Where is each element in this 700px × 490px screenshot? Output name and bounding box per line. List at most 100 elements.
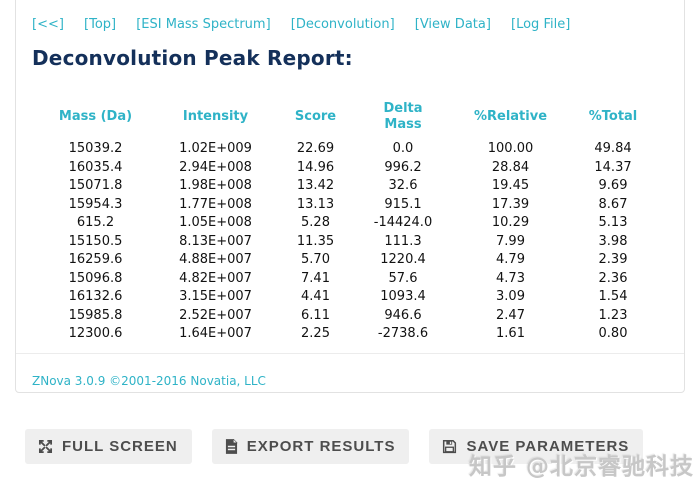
table-cell: 2.94E+008: [179, 159, 252, 175]
table-cell: -14424.0: [373, 215, 433, 230]
table-cell: 15985.8: [68, 307, 123, 323]
column-header-intensity: Intensity: [182, 109, 249, 124]
save-parameters-button-label: SAVE PARAMETERS: [466, 438, 630, 455]
full-screen-button-label: FULL SCREEN: [62, 438, 178, 455]
full-screen-button[interactable]: FULL SCREEN: [25, 429, 192, 464]
table-cell: 15039.2: [68, 141, 123, 156]
table-cell: 15071.8: [68, 178, 123, 193]
table-cell: 13.42: [296, 178, 335, 193]
page-title: Deconvolution Peak Report:: [32, 46, 353, 70]
table-cell: 14.37: [594, 159, 632, 175]
table-cell: 996.2: [384, 159, 422, 175]
table-cell: 57.6: [388, 270, 418, 286]
table-row: 15954.3 1.77E+008 13.13 915.1 17.39 8.67: [38, 196, 658, 215]
table-row: 15096.8 4.82E+007 7.41 57.6 4.73 2.36: [38, 270, 658, 289]
table-row: 16132.6 3.15E+007 4.41 1093.4 3.09 1.54: [38, 288, 658, 307]
table-cell: 19.45: [491, 178, 530, 193]
table-cell: 5.13: [598, 215, 628, 230]
button-bar: FULL SCREEN EXPORT RESULTS SAVE PARAMETE…: [25, 429, 644, 464]
column-header-percent-total: %Total: [588, 109, 638, 124]
column-header-delta-mass-label: Delta Mass: [383, 101, 423, 132]
table-row: 16035.4 2.94E+008 14.96 996.2 28.84 14.37: [38, 159, 658, 178]
table-cell: 111.3: [384, 233, 422, 249]
table-cell: 13.13: [296, 196, 335, 212]
table-cell: 3.98: [598, 233, 628, 249]
table-cell: 3.15E+007: [179, 289, 252, 304]
nav-link-esi-mass-spectrum[interactable]: [ESI Mass Spectrum]: [136, 17, 271, 32]
report-table: Mass (Da) Intensity Score Delta Mass %Re…: [38, 101, 658, 344]
table-cell: 15150.5: [68, 233, 123, 249]
table-cell: 1.23: [598, 307, 628, 323]
column-header-mass-da: Mass (Da): [58, 109, 133, 124]
report-footer: ZNova 3.0.9 ©2001-2016 Novatia, LLC: [16, 352, 684, 389]
table-row: 16259.6 4.88E+007 5.70 1220.4 4.79 2.39: [38, 251, 658, 270]
table-cell: 2.52E+007: [179, 307, 252, 323]
table-cell: 8.13E+007: [179, 233, 252, 249]
table-cell: 4.79: [496, 252, 525, 267]
table-cell: 0.0: [392, 141, 414, 156]
table-cell: 1093.4: [380, 289, 426, 304]
table-cell: 100.00: [487, 141, 534, 156]
table-row: 12300.6 1.64E+007 2.25 -2738.6 1.61 0.80: [38, 325, 658, 344]
table-cell: 2.39: [598, 252, 628, 267]
table-cell: 10.29: [491, 215, 530, 230]
table-cell: 16035.4: [68, 159, 123, 175]
table-cell: 7.99: [496, 233, 525, 249]
table-cell: 8.67: [598, 196, 628, 212]
table-cell: 0.80: [598, 326, 628, 341]
table-cell: 4.82E+007: [179, 270, 252, 286]
table-cell: 1.77E+008: [179, 196, 252, 212]
table-row: 15150.5 8.13E+007 11.35 111.3 7.99 3.98: [38, 233, 658, 252]
table-cell: 2.47: [496, 307, 525, 323]
table-cell: 3.09: [496, 289, 525, 304]
table-cell: 9.69: [598, 178, 628, 193]
table-cell: 6.11: [301, 307, 330, 323]
table-cell: 28.84: [491, 159, 530, 175]
top-nav: [<<] [Top] [ESI Mass Spectrum] [Deconvol…: [32, 13, 668, 32]
export-results-button[interactable]: EXPORT RESULTS: [211, 429, 410, 464]
table-cell: 16259.6: [68, 252, 123, 267]
table-cell: 1220.4: [380, 252, 426, 267]
table-cell: 2.25: [301, 326, 330, 341]
nav-link-top[interactable]: [Top]: [84, 17, 117, 32]
column-header-delta-mass: Delta Mass: [353, 101, 453, 140]
table-cell: 5.70: [301, 252, 330, 267]
nav-link-log-file[interactable]: [Log File]: [511, 17, 571, 32]
table-cell: 7.41: [301, 270, 330, 286]
table-cell: 14.96: [296, 159, 335, 175]
nav-link-deconvolution[interactable]: [Deconvolution]: [290, 17, 395, 32]
app-version-text: ZNova 3.0.9 ©2001-2016 Novatia, LLC: [32, 373, 266, 388]
table-cell: 1.54: [598, 289, 628, 304]
nav-link-back[interactable]: [<<]: [32, 17, 64, 32]
table-cell: 4.88E+007: [179, 252, 252, 267]
table-cell: 11.35: [296, 233, 335, 249]
save-disk-icon: [442, 439, 457, 454]
column-header-percent-relative: %Relative: [473, 109, 548, 124]
table-row: 615.2 1.05E+008 5.28 -14424.0 10.29 5.13: [38, 214, 658, 233]
table-cell: 1.02E+009: [179, 141, 252, 156]
table-cell: 12300.6: [68, 326, 123, 341]
table-body: 15039.2 1.02E+009 22.69 0.0 100.00 49.84 16035…: [38, 140, 658, 344]
table-cell: 1.05E+008: [179, 215, 252, 230]
report-card: [<<] [Top] [ESI Mass Spectrum] [Deconvol…: [15, 0, 685, 393]
table-cell: 946.6: [384, 307, 422, 323]
table-row: 15039.2 1.02E+009 22.69 0.0 100.00 49.84: [38, 140, 658, 159]
table-row: 15071.8 1.98E+008 13.42 32.6 19.45 9.69: [38, 177, 658, 196]
table-cell: 615.2: [76, 215, 115, 230]
table-cell: 15096.8: [68, 270, 123, 286]
save-parameters-button[interactable]: SAVE PARAMETERS: [429, 429, 644, 464]
table-cell: 2.36: [598, 270, 628, 286]
table-cell: 16132.6: [68, 289, 123, 304]
table-cell: 1.98E+008: [179, 178, 252, 193]
export-document-icon: [225, 439, 238, 454]
table-cell: 32.6: [388, 178, 418, 193]
column-header-score: Score: [294, 109, 337, 124]
nav-link-view-data[interactable]: [View Data]: [414, 17, 491, 32]
table-row: 15985.8 2.52E+007 6.11 946.6 2.47 1.23: [38, 307, 658, 326]
fullscreen-icon: [38, 439, 53, 454]
table-cell: 22.69: [296, 141, 335, 156]
table-cell: 49.84: [594, 141, 632, 156]
table-cell: 4.73: [496, 270, 525, 286]
export-results-button-label: EXPORT RESULTS: [246, 438, 396, 455]
table-cell: 17.39: [491, 196, 530, 212]
